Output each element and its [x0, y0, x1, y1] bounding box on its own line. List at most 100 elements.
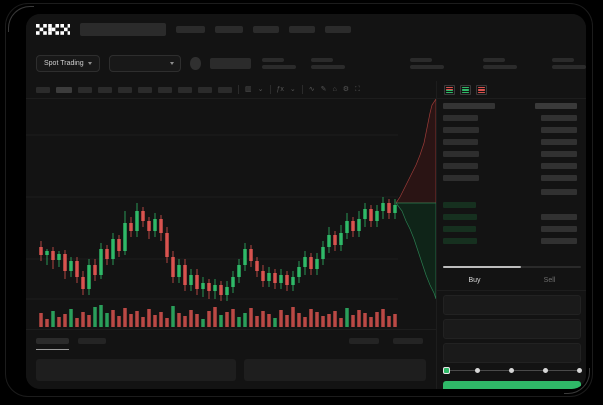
- orderbook-ask-amount: [541, 139, 577, 145]
- ticker-stat-2-value: [311, 64, 345, 69]
- candle-icon[interactable]: ▥: [245, 86, 252, 93]
- ticker-stat-1-label: [262, 57, 284, 62]
- orderbook-ask-row[interactable]: [443, 139, 478, 145]
- nav-item-2[interactable]: [215, 26, 243, 33]
- orderbook-ask-row[interactable]: [443, 151, 479, 157]
- timeframe-chip-6[interactable]: [138, 86, 152, 93]
- depth-bid-area: [396, 202, 436, 299]
- line-tool-icon[interactable]: ∿: [308, 86, 315, 93]
- nav-item-1[interactable]: [176, 26, 205, 33]
- candlestick-chart[interactable]: [26, 99, 436, 329]
- depth-ask-area: [396, 99, 436, 204]
- orderbook-bid-row[interactable]: [443, 238, 477, 244]
- orderbook-ask-amount: [541, 115, 577, 121]
- ticker-stat-5-value: [552, 64, 586, 69]
- nav-item-3[interactable]: [253, 26, 279, 33]
- orderbook-ask-amount: [541, 151, 577, 157]
- ticker-stat-4-value: [483, 64, 517, 69]
- ticker-stat-3-value: [410, 64, 444, 69]
- chevron-down-icon: [87, 61, 92, 65]
- nav-item-4[interactable]: [289, 26, 315, 33]
- ticker-bar: Spot Trading: [26, 45, 586, 81]
- bottom-tab-1[interactable]: [36, 338, 69, 344]
- timeframe-chip-2[interactable]: [56, 86, 72, 93]
- chevron-down-icon[interactable]: ⌄: [257, 86, 264, 93]
- timeframe-chip-3[interactable]: [78, 86, 92, 93]
- orderbook-ask-row[interactable]: [443, 175, 479, 181]
- slider-stop-75[interactable]: [543, 368, 548, 373]
- orderbook-mode-bids[interactable]: [460, 85, 471, 95]
- ticker-stat-1-value: [262, 64, 296, 69]
- slider-handle[interactable]: [443, 367, 450, 374]
- bottom-action-1[interactable]: [349, 338, 379, 344]
- orderbook-mode-both[interactable]: [444, 85, 455, 95]
- pair-dropdown[interactable]: [108, 54, 182, 72]
- bottom-panel: [26, 329, 436, 389]
- bottom-tab-active-underline: [36, 349, 69, 350]
- bottom-action-2[interactable]: [393, 338, 423, 344]
- ticker-stat-5: [552, 57, 586, 69]
- orderbook-spread-amount: [541, 189, 577, 195]
- orderbook-ask-amount: [541, 127, 577, 133]
- settings-icon[interactable]: ⚙: [342, 86, 350, 93]
- timeframe-chip-8[interactable]: [178, 86, 192, 93]
- search-input[interactable]: [80, 23, 166, 36]
- order-amount-field[interactable]: [443, 319, 581, 339]
- top-navigation-bar: [26, 14, 586, 45]
- bottom-tab-2[interactable]: [78, 338, 106, 344]
- slider-stop-50[interactable]: [509, 368, 514, 373]
- order-entry-form: [437, 291, 586, 389]
- orderbook-mode-toggles: [437, 81, 586, 99]
- timeframe-chip-10[interactable]: [218, 86, 232, 93]
- orderbook-bid-amount: [541, 214, 577, 220]
- timeframe-chip-4[interactable]: [98, 86, 112, 93]
- order-book[interactable]: [437, 99, 586, 266]
- timeframe-chip-5[interactable]: [118, 86, 132, 93]
- orderbook-mode-asks[interactable]: [476, 85, 487, 95]
- toolbar-divider: [269, 85, 271, 94]
- orderbook-ask-row[interactable]: [443, 163, 478, 169]
- trading-mode-selector[interactable]: Spot Trading: [36, 54, 100, 72]
- orderbook-bid-amount: [541, 238, 577, 244]
- tab-sell[interactable]: Sell: [543, 277, 556, 284]
- bottom-panel-right[interactable]: [244, 359, 426, 381]
- ticker-stat-4: [483, 57, 517, 69]
- orderbook-bid-row[interactable]: [443, 214, 477, 220]
- buy-sell-tabs: Buy Sell: [437, 271, 586, 291]
- slider-stop-25[interactable]: [475, 368, 480, 373]
- order-price-field[interactable]: [443, 295, 581, 315]
- bottom-panel-left[interactable]: [36, 359, 236, 381]
- depth-chart: [396, 99, 436, 299]
- ticker-stat-5-label: [552, 57, 574, 62]
- orderbook-ask-row[interactable]: [443, 127, 479, 133]
- orderbook-bid-row[interactable]: [443, 202, 476, 208]
- timeframe-chip-7[interactable]: [158, 86, 172, 93]
- slider-stop-100[interactable]: [577, 368, 582, 373]
- okx-logo[interactable]: [36, 24, 70, 36]
- chevron-down-icon[interactable]: ⌄: [289, 86, 296, 93]
- chevron-down-icon: [170, 61, 175, 65]
- orderbook-ask-row[interactable]: [443, 115, 478, 121]
- indicator-icon[interactable]: ƒx: [276, 86, 284, 93]
- tab-buy[interactable]: Buy: [468, 277, 481, 284]
- ticker-stat-4-label: [483, 57, 505, 62]
- orderbook-scrollbar-thumb[interactable]: [443, 266, 521, 268]
- pencil-icon[interactable]: ✎: [320, 86, 327, 93]
- magnet-icon[interactable]: ⌂: [332, 86, 337, 93]
- toolbar-divider: [301, 85, 303, 94]
- ticker-stat-2: [311, 57, 345, 69]
- toolbar-divider: [238, 85, 239, 94]
- trading-mode-label: Spot Trading: [44, 59, 84, 67]
- pair-avatar: [190, 56, 201, 70]
- app-screen: Spot Trading: [26, 14, 586, 389]
- nav-item-5[interactable]: [325, 26, 351, 33]
- price-chart-panel[interactable]: [26, 99, 436, 329]
- orderbook-ask-amount: [541, 163, 577, 169]
- submit-buy-button[interactable]: [443, 381, 581, 389]
- fullscreen-icon[interactable]: ⛶: [355, 86, 360, 93]
- timeframe-chip-9[interactable]: [198, 86, 212, 93]
- timeframe-chip-1[interactable]: [36, 86, 50, 93]
- orderbook-header-left: [443, 103, 495, 109]
- orderbook-bid-row[interactable]: [443, 226, 476, 232]
- order-total-field[interactable]: [443, 343, 581, 363]
